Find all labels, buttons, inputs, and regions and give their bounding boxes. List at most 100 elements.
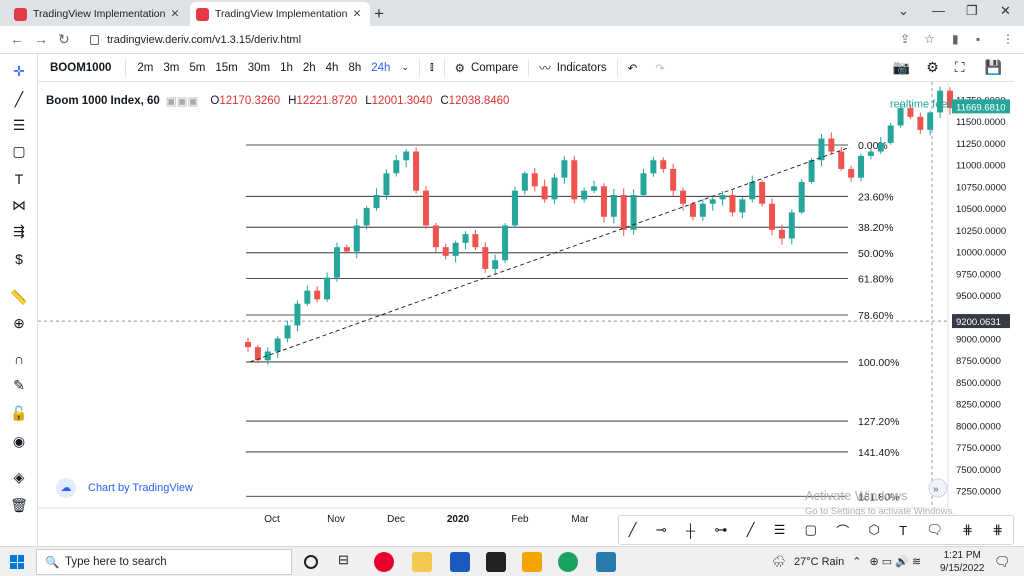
scroll-to-realtime-button[interactable] bbox=[928, 478, 948, 498]
eye-icon[interactable]: ◉ bbox=[12, 432, 26, 449]
rectangle-icon[interactable]: ▢ bbox=[12, 142, 26, 159]
legend-controls-icon[interactable]: ▣▣▣ bbox=[165, 96, 199, 108]
weather-text[interactable]: 27°C Rain bbox=[793, 555, 845, 568]
browser-tab-1[interactable]: TradingView Implementation for ✕ bbox=[8, 2, 188, 26]
bookmark-star-icon[interactable]: ☆ bbox=[924, 32, 935, 46]
file-explorer-icon[interactable] bbox=[412, 552, 432, 572]
crosshair-price-label: 9200.0631 bbox=[956, 317, 1001, 328]
layers-icon[interactable]: ◈ bbox=[13, 468, 25, 485]
close-window-icon[interactable]: ✕ bbox=[1000, 3, 1011, 18]
candle-body bbox=[363, 208, 370, 226]
fib-extension-icon[interactable]: ⋕ bbox=[992, 522, 1004, 537]
chart-type-button[interactable]: ⫾ bbox=[418, 58, 444, 77]
trend-line-icon[interactable]: ╱ bbox=[628, 522, 637, 537]
time-tick-label: Oct bbox=[264, 514, 280, 525]
minimize-icon[interactable]: — bbox=[932, 3, 945, 18]
ray-icon[interactable]: ⊸ bbox=[655, 522, 667, 537]
candle-body bbox=[600, 186, 607, 217]
lock-icon[interactable]: 🔓 bbox=[10, 404, 28, 421]
forecast-icon[interactable]: ⇶ bbox=[13, 222, 25, 239]
windows-start-icon[interactable] bbox=[10, 555, 24, 569]
horizontal-ray-icon[interactable]: ⊶ bbox=[714, 522, 728, 537]
browser-tab-2[interactable]: TradingView Implementation for ✕ bbox=[190, 2, 370, 26]
interval-2m[interactable]: 2m bbox=[137, 61, 154, 74]
last-price-tag bbox=[952, 99, 1010, 114]
camera-icon[interactable]: 📷 bbox=[892, 59, 911, 75]
word-icon[interactable] bbox=[450, 552, 470, 572]
curve-icon[interactable]: ⌒ bbox=[836, 523, 850, 539]
dollar-icon[interactable]: $ bbox=[15, 251, 23, 267]
symbol-search-button[interactable]: BOOM1000 bbox=[38, 58, 127, 77]
interval-15m[interactable]: 15m bbox=[215, 61, 238, 74]
text-icon[interactable]: T bbox=[14, 171, 24, 187]
interval-30m[interactable]: 30m bbox=[247, 61, 271, 74]
tab-search-chevron-icon[interactable]: ⌄ bbox=[898, 3, 909, 18]
share-icon[interactable]: ⇪ bbox=[900, 32, 911, 46]
interval-5m[interactable]: 5m bbox=[189, 61, 206, 74]
parallel-channel-icon[interactable]: ☰ bbox=[773, 522, 786, 537]
opera-icon[interactable] bbox=[374, 552, 394, 572]
media-player-icon[interactable] bbox=[522, 552, 542, 572]
text-icon[interactable]: T bbox=[899, 522, 908, 538]
price-chart[interactable]: 0.00%23.60%38.20%50.00%61.80%78.60%100.0… bbox=[38, 82, 1014, 546]
pattern-icon[interactable]: ⬡ bbox=[868, 522, 880, 537]
chevron-up-icon[interactable]: ⌃ bbox=[852, 556, 862, 568]
fib-level-label: 38.20% bbox=[858, 222, 894, 234]
fib-tool-icon[interactable]: ⋕ bbox=[962, 522, 974, 537]
windows-watermark-subtitle: Go to Settings to activate Windows. bbox=[805, 506, 955, 517]
fullscreen-icon[interactable]: ⛶ bbox=[954, 59, 965, 75]
side-panel-icon[interactable]: ▮ bbox=[952, 32, 959, 46]
compare-button[interactable]: ⚙ Compare bbox=[443, 58, 529, 77]
menu-dots-icon[interactable]: ⋮ bbox=[1002, 32, 1014, 46]
interval-8h[interactable]: 8h bbox=[348, 61, 362, 74]
tray-icons[interactable]: ⊕ ▭ 🔊 ≋ bbox=[869, 556, 922, 568]
url-field[interactable]: tradingview.deriv.com/v1.3.15/deriv.html bbox=[80, 29, 880, 51]
maximize-icon[interactable]: ❐ bbox=[966, 3, 978, 18]
candle-body bbox=[610, 195, 617, 217]
photos-icon[interactable] bbox=[596, 552, 616, 572]
rectangle-icon[interactable]: ▢ bbox=[804, 522, 817, 537]
candle-body bbox=[749, 181, 756, 200]
interval-2h[interactable]: 2h bbox=[302, 61, 316, 74]
trash-icon[interactable]: 🗑 bbox=[10, 496, 28, 513]
interval-24h[interactable]: 24h bbox=[371, 61, 391, 74]
back-icon[interactable]: ← bbox=[10, 31, 24, 47]
notifications-icon[interactable]: 🗨 bbox=[994, 554, 1011, 569]
weather-icon[interactable]: 🌧 bbox=[772, 556, 786, 568]
tradingview-brand-link[interactable]: ☁ Chart by TradingView bbox=[56, 478, 193, 498]
widgets-icon[interactable]: ⊟ bbox=[338, 552, 349, 567]
close-tab-icon[interactable]: ✕ bbox=[170, 8, 180, 20]
interval-1h[interactable]: 1h bbox=[280, 61, 293, 74]
forward-icon[interactable]: → bbox=[34, 31, 48, 47]
interval-chevron-icon[interactable]: ⌄ bbox=[401, 62, 409, 72]
undo-button[interactable]: ↶ bbox=[616, 58, 648, 77]
extended-line-icon[interactable]: ╱ bbox=[746, 522, 755, 537]
chart-pane[interactable]: 0.00% 23.60% 38.20% 50.00% 61.80% 78.60% 100.0… bbox=[38, 82, 1014, 546]
media-app-icon[interactable] bbox=[486, 552, 506, 572]
magnet-icon[interactable]: ∩ bbox=[13, 351, 25, 367]
trend-line-icon[interactable]: ╱ bbox=[14, 90, 24, 107]
taskbar-search-input[interactable]: 🔍 Type here to search bbox=[36, 549, 292, 575]
zoom-in-icon[interactable]: ⊕ bbox=[13, 314, 25, 331]
pencil-lock-icon[interactable]: ✎ bbox=[13, 376, 25, 393]
chrome-icon[interactable] bbox=[558, 552, 578, 572]
callout-icon[interactable]: 🗨 bbox=[926, 522, 943, 537]
interval-3m[interactable]: 3m bbox=[163, 61, 180, 74]
reload-icon[interactable]: ↻ bbox=[58, 31, 70, 47]
time-tick-label: 2020 bbox=[447, 514, 470, 525]
crosshair-icon[interactable]: ✛ bbox=[13, 62, 25, 79]
horizontal-lines-icon[interactable]: ☰ bbox=[12, 116, 26, 133]
task-view-icon[interactable] bbox=[304, 555, 318, 569]
vertical-line-icon[interactable]: ┼ bbox=[685, 522, 696, 538]
interval-4h[interactable]: 4h bbox=[325, 61, 339, 74]
ruler-icon[interactable]: 📏 bbox=[10, 288, 28, 305]
close-tab-icon[interactable]: ✕ bbox=[352, 8, 362, 20]
indicators-button[interactable]: 〰 Indicators bbox=[528, 58, 616, 77]
save-icon[interactable]: 💾 bbox=[984, 59, 1002, 75]
taskbar-clock[interactable]: 1:21 PM 9/15/2022 bbox=[940, 549, 985, 575]
settings-gear-icon[interactable]: ⚙ bbox=[926, 59, 939, 75]
redo-icon[interactable]: ↷ bbox=[655, 62, 665, 75]
extension-icon[interactable]: ▪ bbox=[976, 32, 981, 46]
pattern-icon[interactable]: ⋈ bbox=[12, 196, 26, 213]
new-tab-icon[interactable]: + bbox=[374, 4, 384, 23]
